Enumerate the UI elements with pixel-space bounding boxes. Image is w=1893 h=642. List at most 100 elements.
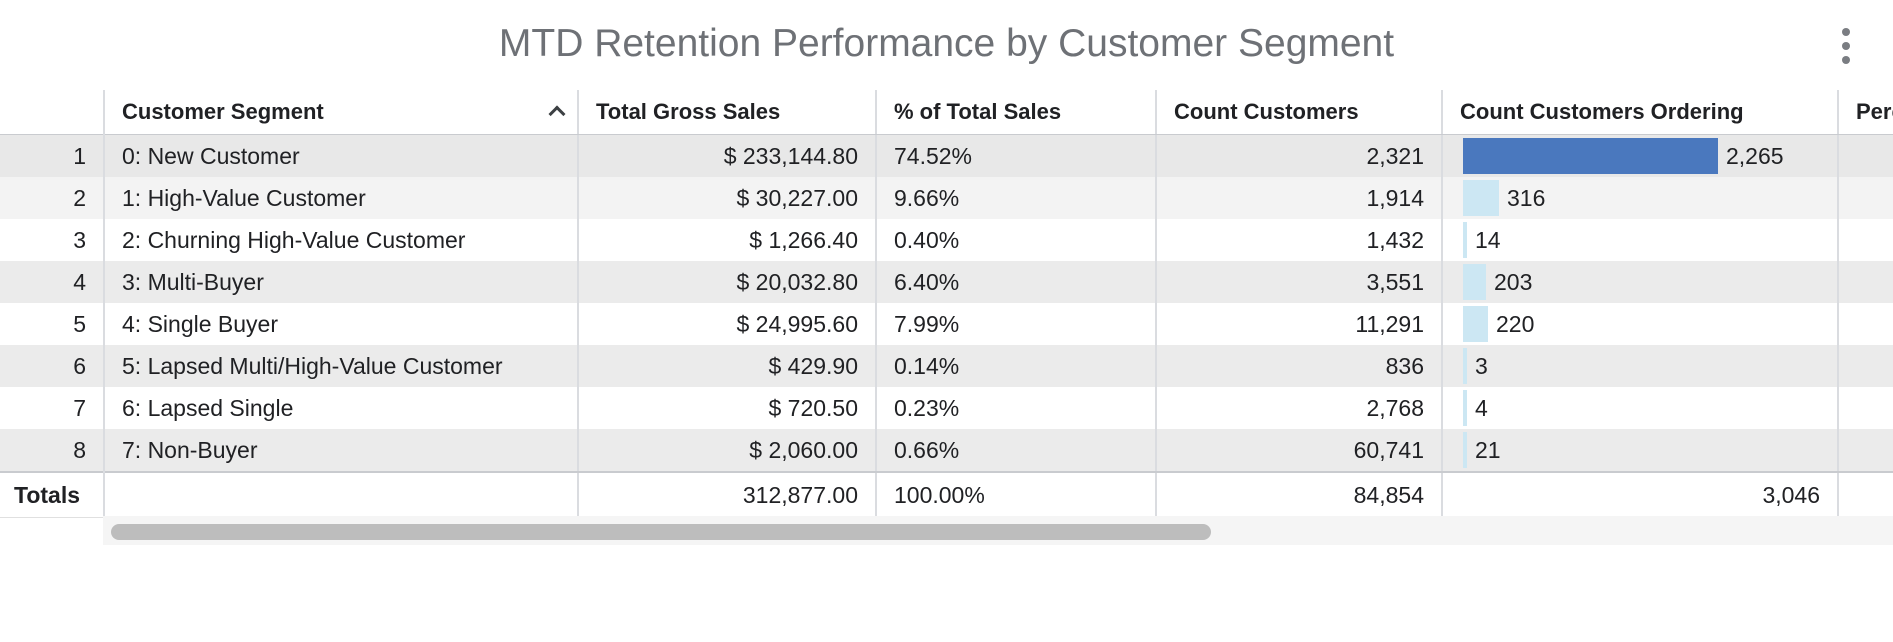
header-pct-total-sales[interactable]: % of Total Sales	[875, 90, 1155, 134]
cell-count-customers: 60,741	[1155, 429, 1441, 471]
ordering-value: 14	[1475, 226, 1501, 253]
cell-perc	[1837, 177, 1893, 219]
table-row[interactable]: 2 1: High-Value Customer $ 30,227.00 9.66% 1…	[0, 177, 1893, 219]
cell-count-customers-ordering: 3	[1441, 345, 1837, 387]
row-number: 8	[73, 436, 86, 463]
cell-customer-segment: 3: Multi-Buyer	[103, 261, 577, 303]
cell-perc	[1837, 429, 1893, 471]
cell-total-gross-sales: $ 429.90	[577, 345, 875, 387]
cell-perc	[1837, 303, 1893, 345]
row-number: 3	[73, 226, 86, 253]
ordering-value: 203	[1494, 268, 1533, 295]
table-header: Customer Segment Total Gross Sales % of …	[0, 90, 1893, 136]
cell-pct-total-sales: 0.40%	[875, 219, 1155, 261]
table-row[interactable]: 6 5: Lapsed Multi/High-Value Customer $ 42…	[0, 345, 1893, 387]
cell-perc	[1837, 387, 1893, 429]
cell-count-customers: 2,321	[1155, 135, 1441, 177]
row-number: 6	[73, 352, 86, 379]
ordering-value: 21	[1475, 436, 1501, 463]
header-row-number	[0, 90, 103, 134]
cell-total-gross-sales: $ 720.50	[577, 387, 875, 429]
table-row[interactable]: 5 4: Single Buyer $ 24,995.60 7.99% 11,291 22…	[0, 303, 1893, 345]
header-customer-segment[interactable]: Customer Segment	[103, 90, 577, 134]
ordering-bar	[1463, 180, 1499, 216]
ordering-value: 2,265	[1726, 142, 1784, 169]
cell-customer-segment: 7: Non-Buyer	[103, 429, 577, 471]
header-total-gross-sales[interactable]: Total Gross Sales	[577, 90, 875, 134]
cell-customer-segment: 5: Lapsed Multi/High-Value Customer	[103, 345, 577, 387]
cell-count-customers-ordering: 220	[1441, 303, 1837, 345]
totals-count-customers-ordering: 3,046	[1441, 473, 1837, 517]
scrollbar-thumb[interactable]	[111, 524, 1211, 540]
row-number: 2	[73, 184, 86, 211]
header-count-customers[interactable]: Count Customers	[1155, 90, 1441, 134]
cell-pct-total-sales: 0.23%	[875, 387, 1155, 429]
cell-count-customers: 1,432	[1155, 219, 1441, 261]
cell-total-gross-sales: $ 233,144.80	[577, 135, 875, 177]
cell-total-gross-sales: $ 2,060.00	[577, 429, 875, 471]
totals-pct-sales: 100.00%	[875, 473, 1155, 517]
cell-perc	[1837, 135, 1893, 177]
row-number: 4	[73, 268, 86, 295]
cell-pct-total-sales: 0.14%	[875, 345, 1155, 387]
cell-count-customers: 836	[1155, 345, 1441, 387]
cell-customer-segment: 1: High-Value Customer	[103, 177, 577, 219]
cell-count-customers-ordering: 2,265	[1441, 135, 1837, 177]
cell-total-gross-sales: $ 24,995.60	[577, 303, 875, 345]
row-number-divider	[103, 90, 105, 545]
table-row[interactable]: 8 7: Non-Buyer $ 2,060.00 0.66% 60,741 21	[0, 429, 1893, 471]
ordering-bar	[1463, 390, 1467, 426]
cell-count-customers: 3,551	[1155, 261, 1441, 303]
totals-gross-sales: 312,877.00	[577, 473, 875, 517]
row-number: 7	[73, 394, 86, 421]
ordering-value: 4	[1475, 394, 1488, 421]
cell-count-customers-ordering: 4	[1441, 387, 1837, 429]
totals-count-customers: 84,854	[1155, 473, 1441, 517]
ordering-bar	[1463, 348, 1467, 384]
row-number: 5	[73, 310, 86, 337]
cell-pct-total-sales: 6.40%	[875, 261, 1155, 303]
table-row[interactable]: 4 3: Multi-Buyer $ 20,032.80 6.40% 3,551 203	[0, 261, 1893, 303]
cell-count-customers-ordering: 14	[1441, 219, 1837, 261]
totals-row: Totals 312,877.00 100.00% 84,854 3,046	[0, 471, 1893, 518]
cell-count-customers-ordering: 203	[1441, 261, 1837, 303]
ordering-value: 220	[1496, 310, 1535, 337]
cell-total-gross-sales: $ 20,032.80	[577, 261, 875, 303]
cell-pct-total-sales: 7.99%	[875, 303, 1155, 345]
horizontal-scrollbar[interactable]	[103, 516, 1893, 545]
totals-label: Totals	[14, 481, 81, 508]
row-number: 1	[73, 142, 86, 169]
data-table: Customer Segment Total Gross Sales % of …	[0, 90, 1893, 545]
cell-count-customers: 2,768	[1155, 387, 1441, 429]
cell-count-customers: 1,914	[1155, 177, 1441, 219]
ordering-value: 316	[1507, 184, 1546, 211]
ordering-bar	[1463, 138, 1718, 174]
cell-customer-segment: 6: Lapsed Single	[103, 387, 577, 429]
cell-pct-total-sales: 74.52%	[875, 135, 1155, 177]
cell-perc	[1837, 345, 1893, 387]
table-row[interactable]: 7 6: Lapsed Single $ 720.50 0.23% 2,768 4	[0, 387, 1893, 429]
cell-total-gross-sales: $ 30,227.00	[577, 177, 875, 219]
cell-pct-total-sales: 9.66%	[875, 177, 1155, 219]
table-row[interactable]: 1 0: New Customer $ 233,144.80 74.52% 2,321 2…	[0, 135, 1893, 177]
totals-perc	[1837, 473, 1893, 517]
cell-customer-segment: 0: New Customer	[103, 135, 577, 177]
chart-title: MTD Retention Performance by Customer Se…	[498, 22, 1395, 65]
header-count-customers-ordering[interactable]: Count Customers Ordering	[1441, 90, 1837, 134]
chevron-up-icon[interactable]	[548, 105, 566, 123]
header-perc[interactable]: Perc	[1837, 90, 1893, 134]
header-label: Customer Segment	[122, 99, 324, 124]
cell-total-gross-sales: $ 1,266.40	[577, 219, 875, 261]
ordering-bar	[1463, 432, 1467, 468]
totals-customer-segment	[103, 473, 577, 517]
cell-count-customers-ordering: 21	[1441, 429, 1837, 471]
cell-count-customers-ordering: 316	[1441, 177, 1837, 219]
cell-customer-segment: 2: Churning High-Value Customer	[103, 219, 577, 261]
cell-perc	[1837, 219, 1893, 261]
ordering-bar	[1463, 264, 1486, 300]
table-row[interactable]: 3 2: Churning High-Value Customer $ 1,266.…	[0, 219, 1893, 261]
cell-count-customers: 11,291	[1155, 303, 1441, 345]
more-vert-icon[interactable]	[1826, 22, 1866, 70]
cell-pct-total-sales: 0.66%	[875, 429, 1155, 471]
cell-customer-segment: 4: Single Buyer	[103, 303, 577, 345]
